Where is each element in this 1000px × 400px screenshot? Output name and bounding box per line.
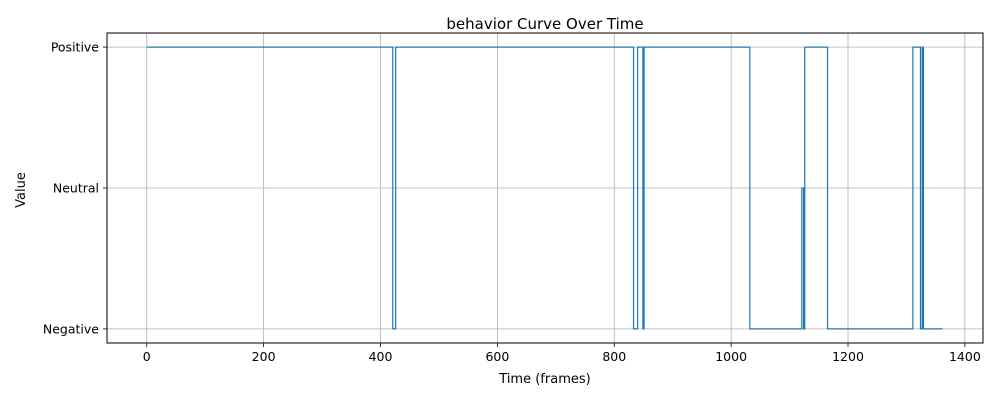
y-tick-label: Negative xyxy=(43,321,99,336)
x-tick-label: 1400 xyxy=(949,349,981,364)
x-tick-label: 1200 xyxy=(832,349,864,364)
y-tick-label: Neutral xyxy=(53,181,99,196)
y-tick-label: Positive xyxy=(51,40,99,55)
x-tick-label: 800 xyxy=(602,349,626,364)
plot-area: 0 200 400 600 800 1000 1200 1400 Negative Neutra… xyxy=(43,32,984,364)
y-axis-label: Value xyxy=(14,172,29,208)
x-tick-label: 0 xyxy=(143,349,151,364)
y-axis-ticks: Negative Neutral Positive xyxy=(43,40,107,336)
x-tick-label: 400 xyxy=(369,349,393,364)
chart-title: behavior Curve Over Time xyxy=(446,15,643,33)
series-line xyxy=(146,46,943,330)
x-tick-label: 1000 xyxy=(715,349,747,364)
x-axis-label: Time (frames) xyxy=(498,372,590,387)
x-tick-label: 200 xyxy=(252,349,276,364)
x-tick-label: 600 xyxy=(485,349,509,364)
x-axis-ticks: 0 200 400 600 800 1000 1200 1400 xyxy=(143,343,981,364)
series-layer xyxy=(146,46,943,330)
